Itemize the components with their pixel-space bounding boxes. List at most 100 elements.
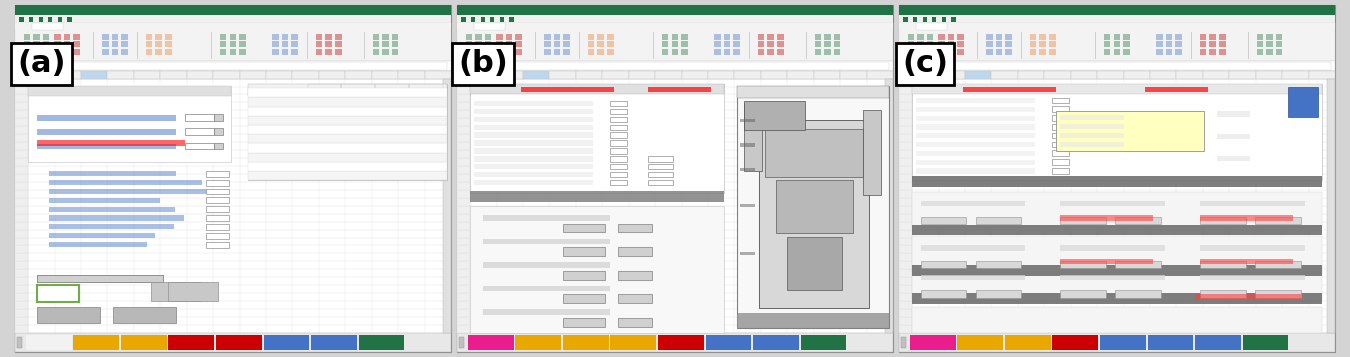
Bar bbox=[563, 318, 605, 327]
Bar bbox=[1230, 71, 1256, 79]
Bar bbox=[899, 110, 1335, 118]
Bar bbox=[15, 301, 28, 309]
Bar bbox=[930, 62, 1331, 70]
Bar bbox=[458, 174, 892, 182]
Bar bbox=[36, 115, 176, 121]
Bar bbox=[899, 79, 913, 86]
Bar bbox=[965, 79, 991, 333]
Bar bbox=[1145, 87, 1208, 92]
Bar bbox=[899, 293, 913, 301]
Bar bbox=[1071, 71, 1098, 79]
Bar bbox=[899, 301, 913, 309]
Bar bbox=[938, 49, 945, 55]
Bar bbox=[867, 71, 892, 79]
Bar bbox=[976, 217, 1022, 224]
Bar bbox=[1060, 133, 1123, 138]
Bar bbox=[335, 41, 342, 47]
Bar bbox=[15, 206, 451, 214]
Bar bbox=[1115, 217, 1161, 224]
Bar bbox=[15, 95, 28, 102]
Bar bbox=[458, 95, 470, 102]
Bar bbox=[15, 150, 28, 158]
Bar bbox=[273, 41, 279, 47]
Bar bbox=[15, 309, 451, 317]
Bar bbox=[15, 214, 28, 222]
Bar bbox=[316, 49, 323, 55]
Bar bbox=[1052, 115, 1069, 121]
Bar bbox=[15, 222, 451, 230]
Bar bbox=[49, 242, 205, 247]
Bar bbox=[655, 79, 682, 333]
Bar bbox=[359, 335, 405, 350]
Bar bbox=[293, 79, 319, 333]
Bar bbox=[398, 71, 424, 79]
Bar bbox=[458, 158, 470, 166]
Bar bbox=[707, 79, 734, 333]
Bar bbox=[778, 41, 783, 47]
Bar bbox=[965, 71, 991, 79]
Bar bbox=[15, 134, 451, 142]
Bar bbox=[458, 309, 892, 317]
Bar bbox=[462, 17, 466, 21]
Bar bbox=[899, 118, 913, 126]
Bar bbox=[1200, 275, 1304, 280]
Bar bbox=[475, 49, 482, 55]
Bar bbox=[744, 101, 805, 130]
Bar bbox=[474, 101, 593, 106]
Bar bbox=[15, 317, 451, 325]
Bar bbox=[155, 49, 162, 55]
Bar bbox=[161, 71, 186, 79]
Bar bbox=[682, 34, 687, 40]
Bar bbox=[1052, 142, 1069, 147]
Bar bbox=[899, 118, 1335, 126]
Bar bbox=[63, 41, 70, 47]
Bar bbox=[899, 309, 913, 317]
Bar bbox=[913, 236, 1322, 272]
Bar bbox=[205, 224, 230, 230]
Bar bbox=[497, 71, 522, 79]
Bar bbox=[458, 142, 470, 150]
Bar bbox=[458, 118, 892, 126]
Bar bbox=[73, 49, 80, 55]
Bar bbox=[506, 34, 513, 40]
Bar bbox=[899, 277, 1335, 285]
Bar bbox=[1060, 115, 1123, 120]
Bar bbox=[814, 34, 821, 40]
Bar bbox=[899, 5, 1335, 352]
Bar bbox=[608, 41, 613, 47]
Bar bbox=[220, 41, 227, 47]
Bar bbox=[1045, 71, 1071, 79]
Bar bbox=[744, 103, 763, 171]
Bar bbox=[899, 293, 1335, 301]
Bar bbox=[1052, 97, 1069, 103]
Bar bbox=[899, 158, 1335, 166]
Bar bbox=[1049, 34, 1056, 40]
Bar bbox=[392, 34, 398, 40]
Bar bbox=[485, 41, 491, 47]
Bar bbox=[899, 206, 1335, 214]
Bar bbox=[497, 49, 502, 55]
Bar bbox=[15, 134, 28, 142]
Bar bbox=[458, 150, 892, 158]
Bar bbox=[1123, 71, 1150, 79]
Bar bbox=[458, 102, 892, 110]
Bar bbox=[922, 17, 927, 21]
Bar bbox=[899, 158, 913, 166]
Bar bbox=[740, 167, 755, 171]
Bar bbox=[1200, 261, 1246, 268]
Bar bbox=[1210, 49, 1216, 55]
Bar bbox=[325, 49, 332, 55]
Bar bbox=[1060, 245, 1165, 251]
Bar bbox=[1123, 79, 1150, 333]
Bar bbox=[734, 79, 761, 333]
Bar bbox=[778, 49, 783, 55]
Bar bbox=[475, 41, 482, 47]
Bar bbox=[15, 277, 451, 285]
Bar bbox=[458, 150, 470, 158]
Bar bbox=[15, 118, 451, 126]
Bar bbox=[335, 49, 342, 55]
Bar bbox=[899, 150, 1335, 158]
Bar bbox=[458, 285, 892, 293]
Bar bbox=[899, 71, 913, 79]
Bar bbox=[1049, 41, 1056, 47]
